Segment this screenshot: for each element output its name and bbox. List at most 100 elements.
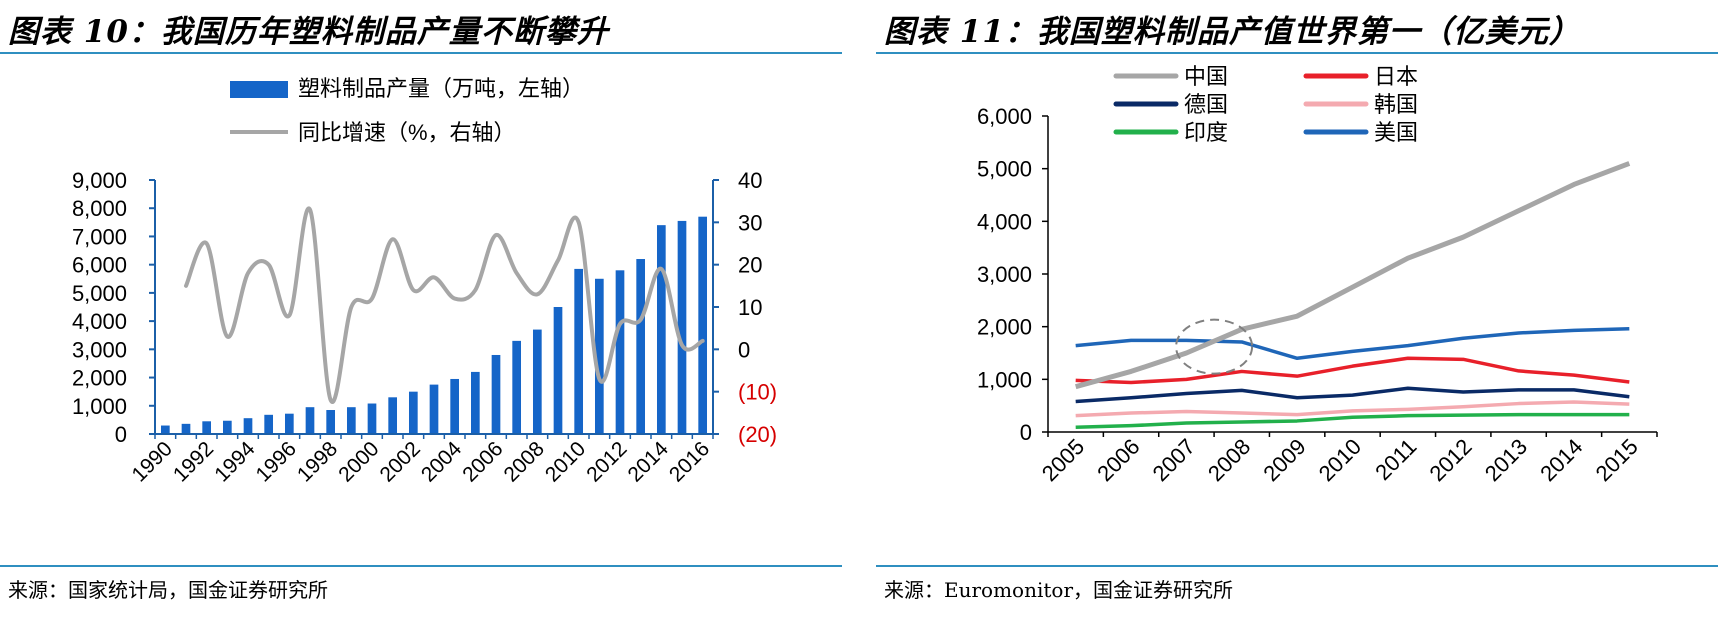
title-divider bbox=[876, 52, 1718, 54]
x-tick-label: 1992 bbox=[169, 437, 218, 486]
bar bbox=[615, 270, 625, 434]
bar bbox=[367, 403, 377, 434]
legend-line-label: 同比增速（%，右轴） bbox=[298, 120, 516, 145]
left-y-tick-label: 5,000 bbox=[72, 281, 127, 306]
title-divider bbox=[0, 52, 842, 54]
left-y-tick-label: 6,000 bbox=[72, 253, 127, 278]
legend-label: 中国 bbox=[1184, 64, 1228, 89]
x-tick-label: 2008 bbox=[500, 437, 549, 486]
x-tick-label: 2010 bbox=[1314, 434, 1366, 486]
bar bbox=[222, 420, 232, 434]
bar bbox=[470, 371, 480, 434]
bar bbox=[636, 259, 646, 434]
source-divider bbox=[0, 565, 842, 567]
figure-10-source: 来源：国家统计局，国金证券研究所 bbox=[8, 578, 328, 602]
left-y-tick-label: 0 bbox=[115, 422, 127, 447]
x-tick-label: 2004 bbox=[417, 437, 467, 487]
bar bbox=[574, 268, 584, 434]
x-tick-label: 2005 bbox=[1037, 434, 1089, 486]
figure-11-source: 来源：Euromonitor，国金证券研究所 bbox=[884, 578, 1234, 602]
legend-bar-label: 塑料制品产量（万吨，左轴） bbox=[298, 76, 584, 101]
bar bbox=[698, 216, 708, 434]
series-line-韩国 bbox=[1075, 400, 1630, 418]
x-tick-label: 2008 bbox=[1203, 434, 1255, 486]
x-tick-label: 2011 bbox=[1370, 434, 1421, 485]
right-y-tick-label: 40 bbox=[738, 168, 762, 193]
bar bbox=[346, 407, 356, 434]
y-tick-label: 1,000 bbox=[977, 367, 1032, 392]
bar bbox=[388, 397, 398, 434]
bar bbox=[532, 329, 542, 434]
right-y-tick-label: 30 bbox=[738, 210, 762, 235]
series-line-美国 bbox=[1075, 327, 1630, 361]
figure-11-title: 图表 11：我国塑料制品产值世界第一（亿美元） bbox=[884, 14, 1581, 50]
right-y-tick-label: (20) bbox=[738, 422, 777, 447]
x-tick-label: 2013 bbox=[1480, 434, 1532, 486]
source-divider bbox=[876, 565, 1718, 567]
left-y-tick-label: 2,000 bbox=[72, 366, 127, 391]
x-tick-label: 2014 bbox=[624, 437, 674, 487]
legend-label: 韩国 bbox=[1374, 92, 1418, 117]
y-tick-label: 2,000 bbox=[977, 315, 1032, 340]
left-y-tick-label: 4,000 bbox=[72, 309, 127, 334]
bar bbox=[594, 278, 604, 434]
right-y-tick-label: 20 bbox=[738, 253, 762, 278]
x-tick-label: 1990 bbox=[128, 437, 177, 486]
bar bbox=[160, 425, 170, 434]
x-tick-label: 2009 bbox=[1258, 434, 1310, 486]
x-tick-label: 2007 bbox=[1148, 434, 1200, 486]
legend-label: 德国 bbox=[1184, 92, 1228, 117]
x-tick-label: 2006 bbox=[1092, 434, 1144, 486]
growth-rate-line bbox=[184, 206, 705, 405]
bar bbox=[243, 418, 253, 434]
x-tick-label: 1998 bbox=[293, 437, 342, 486]
x-tick-label: 2006 bbox=[458, 437, 507, 486]
x-tick-label: 2015 bbox=[1591, 434, 1643, 486]
bar bbox=[181, 423, 191, 434]
legend-label: 日本 bbox=[1374, 64, 1418, 89]
bar bbox=[202, 421, 212, 434]
left-y-tick-label: 7,000 bbox=[72, 224, 127, 249]
right-y-tick-label: 10 bbox=[738, 295, 762, 320]
bar bbox=[429, 384, 439, 434]
bar bbox=[656, 225, 666, 434]
x-tick-label: 1994 bbox=[210, 437, 260, 487]
x-tick-label: 2012 bbox=[1424, 434, 1476, 486]
x-tick-label: 2010 bbox=[541, 437, 590, 486]
left-y-tick-label: 9,000 bbox=[72, 168, 127, 193]
bar bbox=[491, 354, 501, 434]
y-tick-label: 5,000 bbox=[977, 157, 1032, 182]
x-tick-label: 1996 bbox=[252, 437, 301, 486]
legend-bar-swatch bbox=[230, 81, 288, 98]
bar bbox=[553, 307, 563, 434]
y-tick-label: 4,000 bbox=[977, 209, 1032, 234]
bar bbox=[284, 413, 294, 434]
series-line-中国 bbox=[1075, 161, 1631, 390]
bar bbox=[264, 414, 274, 434]
right-y-tick-label: 0 bbox=[738, 337, 750, 362]
x-tick-label: 2002 bbox=[376, 437, 425, 486]
bar bbox=[305, 407, 315, 434]
bar bbox=[326, 410, 336, 434]
x-tick-label: 2012 bbox=[582, 437, 631, 486]
figure-11-panel: 图表 11：我国塑料制品产值世界第一（亿美元） 中国 日本 德国 韩国 印度 美国 0 1,0… bbox=[876, 0, 1718, 618]
production-chart: 塑料制品产量（万吨，左轴） 同比增速（%，右轴） 0 1,000 2,000 3,000 4… bbox=[72, 76, 777, 487]
figure-10-title: 图表 10：我国历年塑料制品产量不断攀升 bbox=[8, 14, 609, 50]
series-line-德国 bbox=[1075, 386, 1630, 404]
bar bbox=[450, 378, 460, 434]
x-tick-label: 2016 bbox=[665, 437, 714, 486]
left-y-tick-label: 8,000 bbox=[72, 196, 127, 221]
x-tick-label: 2014 bbox=[1535, 434, 1587, 486]
series-line-印度 bbox=[1075, 412, 1630, 430]
x-tick-label: 2000 bbox=[334, 437, 383, 486]
y-tick-label: 0 bbox=[1020, 420, 1032, 445]
right-y-tick-label: (10) bbox=[738, 380, 777, 405]
series-line-日本 bbox=[1075, 356, 1630, 385]
bar bbox=[408, 391, 418, 434]
legend-label: 印度 bbox=[1184, 120, 1228, 145]
y-tick-label: 6,000 bbox=[977, 104, 1032, 129]
crossover-annotation bbox=[1175, 318, 1254, 375]
left-y-tick-label: 3,000 bbox=[72, 337, 127, 362]
bar bbox=[677, 220, 687, 434]
